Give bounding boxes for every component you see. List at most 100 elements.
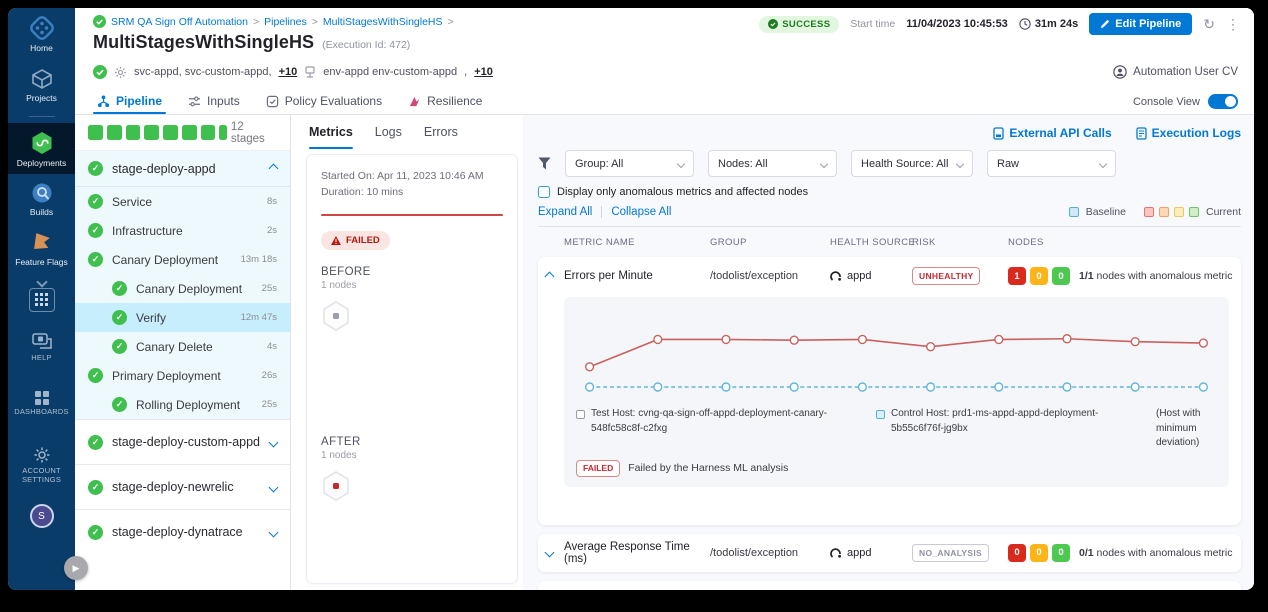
sidebar-label: Builds <box>29 207 54 218</box>
control-host-checkbox[interactable] <box>876 410 885 419</box>
execution-logs-link[interactable]: Execution Logs <box>1136 126 1241 140</box>
services-more-link[interactable]: +10 <box>278 66 298 78</box>
edit-pipeline-button[interactable]: Edit Pipeline <box>1089 13 1193 35</box>
tab-metrics[interactable]: Metrics <box>309 125 353 149</box>
verification-timeline-bar[interactable] <box>321 213 503 217</box>
appdynamics-icon <box>830 547 841 558</box>
run-meta: SUCCESS Start time 11/04/2023 10:45:53 3… <box>759 13 1240 35</box>
panel-expand-handle[interactable]: ▶ <box>64 556 88 580</box>
environments-more-link[interactable]: +10 <box>474 66 493 78</box>
breadcrumb-pipeline[interactable]: MultiStagesWithSingleHS <box>322 15 443 28</box>
sidebar-label: HELP <box>31 352 52 362</box>
col-risk: RISK <box>912 236 936 248</box>
test-host-checkbox[interactable] <box>576 410 585 419</box>
healthy-node-count: 0 <box>1052 543 1070 562</box>
console-view-toggle[interactable] <box>1208 94 1238 109</box>
after-node-hexagon[interactable] <box>321 470 351 502</box>
dashboards-icon <box>34 391 49 406</box>
sidebar-item-help[interactable]: HELP <box>8 326 75 369</box>
filter-funnel-icon[interactable] <box>538 157 551 170</box>
metric-row[interactable]: Errors per Minute /todolist/exception ap… <box>538 257 1241 295</box>
breadcrumb-pipelines[interactable]: Pipelines <box>264 15 307 28</box>
sidebar-item-feature-flags[interactable]: Feature Flags <box>8 224 75 274</box>
feature-flags-icon <box>33 233 50 250</box>
execution-tabbar: Pipeline Inputs Policy Evaluations Resil… <box>75 88 1254 114</box>
before-node-hexagon[interactable] <box>321 300 351 332</box>
metric-comparison-chart[interactable] <box>576 303 1217 403</box>
tab-resilience[interactable]: Resilience <box>408 88 482 114</box>
chevron-down-icon <box>955 159 965 168</box>
current-orange-swatch <box>1158 207 1169 217</box>
policy-check-icon <box>266 95 278 107</box>
services-list: svc-appd, svc-custom-appd, <box>134 66 272 78</box>
stage-item-deploy-custom-appd[interactable]: stage-deploy-custom-appd <box>75 419 290 464</box>
help-chat-icon <box>31 333 52 349</box>
resilience-icon <box>409 96 420 106</box>
sidebar-item-deployments[interactable]: Deployments <box>8 122 75 175</box>
data-mode-select[interactable]: Raw <box>987 150 1116 177</box>
success-check-icon <box>88 368 103 383</box>
sidebar-label: Projects <box>26 92 57 103</box>
services-icon <box>114 66 127 78</box>
group-filter-select[interactable]: Group: All <box>565 150 694 177</box>
stage-item-deploy-appd[interactable]: stage-deploy-appd <box>75 151 290 187</box>
chevron-down-icon <box>268 527 279 537</box>
tab-errors[interactable]: Errors <box>423 125 458 139</box>
success-check-icon <box>768 19 779 29</box>
user-avatar[interactable]: S <box>29 504 54 529</box>
control-host-legend[interactable]: Control Host: prd1-ms-appd-appd-deployme… <box>876 407 1148 451</box>
nav-more-chevron-icon[interactable] <box>35 276 48 288</box>
sidebar-item-builds[interactable]: Builds <box>8 174 75 224</box>
metric-row[interactable]: Calls per Minute /todolist/exception app… <box>538 581 1241 591</box>
sidebar-item-projects[interactable]: Projects <box>8 60 75 110</box>
tab-inputs[interactable]: Inputs <box>188 88 240 114</box>
page-title: MultiStagesWithSingleHS <box>93 32 315 52</box>
tab-pipeline[interactable]: Pipeline <box>92 88 167 114</box>
ml-failed-badge: FAILED <box>576 459 621 477</box>
tab-logs[interactable]: Logs <box>374 125 402 139</box>
current-yellow-swatch <box>1173 207 1184 217</box>
collapse-row-icon[interactable] <box>544 271 555 281</box>
before-label: BEFORE <box>321 266 371 279</box>
test-host-legend[interactable]: Test Host: cvng-qa-sign-off-appd-deploym… <box>576 407 868 451</box>
stage-item-deploy-dynatrace[interactable]: stage-deploy-dynatrace <box>75 509 290 554</box>
metric-row[interactable]: Average Response Time (ms) /todolist/exc… <box>538 534 1241 572</box>
sidebar-item-account-settings[interactable]: ACCOUNT SETTINGS <box>8 439 75 490</box>
log-doc-icon <box>1136 126 1147 140</box>
current-green-swatch <box>1188 207 1199 217</box>
metric-card-errors-per-minute: Errors per Minute /todolist/exception ap… <box>538 257 1241 525</box>
health-source-filter-select[interactable]: Health Source: All <box>851 150 973 177</box>
kebab-menu-icon[interactable]: ⋮ <box>1226 15 1240 32</box>
chevron-up-icon <box>268 163 279 174</box>
metric-card-calls-per-minute: Calls per Minute /todolist/exception app… <box>538 580 1241 591</box>
breadcrumb-project[interactable]: SRM QA Sign Off Automation <box>111 15 248 28</box>
refresh-icon[interactable]: ↻ <box>1203 15 1215 32</box>
project-status-icon <box>93 15 106 28</box>
expand-all-link[interactable]: Expand All <box>538 206 593 218</box>
left-nav-rail: Home Projects Deployments Builds Feature… <box>8 8 75 590</box>
external-api-calls-link[interactable]: External API Calls <box>993 126 1112 140</box>
expand-row-icon[interactable] <box>544 547 555 558</box>
sidebar-label: DASHBOARDS <box>14 407 69 417</box>
module-picker-button[interactable] <box>28 287 55 312</box>
success-check-icon <box>112 339 127 354</box>
module-grid-icon <box>35 293 48 307</box>
sidebar-item-home[interactable]: Home <box>8 8 75 60</box>
anomalous-only-checkbox[interactable] <box>538 186 550 198</box>
nodes-filter-select[interactable]: Nodes: All <box>708 150 837 177</box>
sidebar-item-dashboards[interactable]: DASHBOARDS <box>8 384 75 423</box>
inputs-icon <box>189 96 201 106</box>
tab-policy-evaluations[interactable]: Policy Evaluations <box>266 88 382 114</box>
pipeline-icon <box>97 95 110 107</box>
collapse-all-link[interactable]: Collapse All <box>611 206 672 218</box>
stage-item-deploy-newrelic[interactable]: stage-deploy-newrelic <box>75 464 290 509</box>
